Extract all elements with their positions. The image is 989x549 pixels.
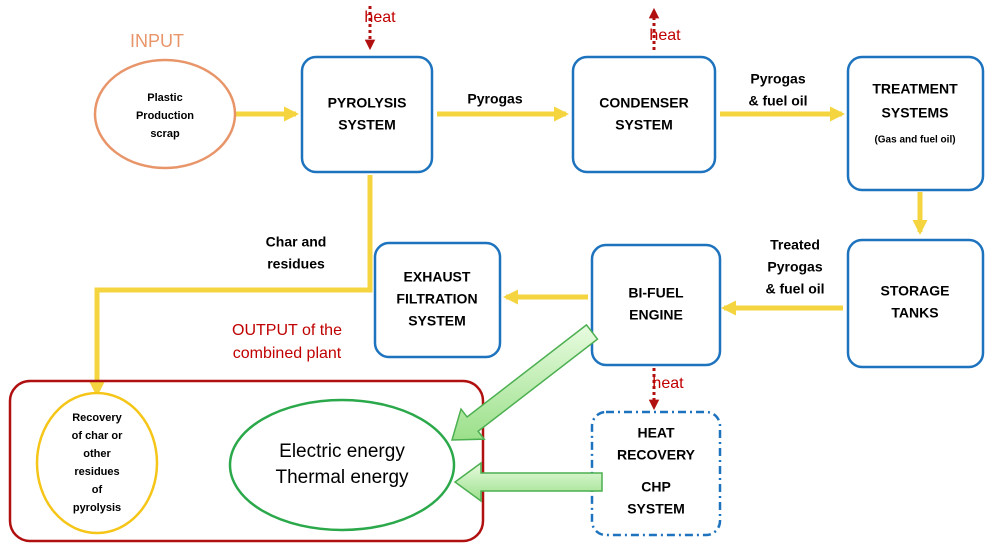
block-arrow <box>453 461 603 503</box>
node-label: TREATMENT <box>872 81 958 97</box>
node-label: SYSTEM <box>627 501 685 517</box>
node-label: pyrolysis <box>73 502 121 514</box>
node-label: EXHAUST <box>404 269 471 285</box>
node-label: SYSTEM <box>408 313 466 329</box>
node-label: Production <box>136 110 194 122</box>
block-arrow <box>450 323 599 441</box>
flow-label: Treated <box>770 237 820 253</box>
node-label: SYSTEMS <box>882 105 949 121</box>
flow-label: Pyrogas <box>767 259 822 275</box>
node-label: PYROLYSIS <box>328 95 407 111</box>
node-label: CONDENSER <box>599 95 688 111</box>
node-label: ENGINE <box>629 307 683 323</box>
node-label: Recovery <box>72 412 122 424</box>
node-label: (Gas and fuel oil) <box>874 135 955 146</box>
node-label: other <box>83 448 111 460</box>
node-label: SYSTEM <box>338 117 396 133</box>
node-label: FILTRATION <box>396 291 477 307</box>
node-label: STORAGE <box>881 283 950 299</box>
node-label: RECOVERY <box>617 447 696 463</box>
node-label: BI-FUEL <box>628 285 684 301</box>
energy-arrows <box>450 323 603 503</box>
heat-label: heat <box>364 9 396 26</box>
heat-label: heat <box>649 27 681 44</box>
flow-label: residues <box>267 256 325 272</box>
output-label: combined plant <box>233 345 342 362</box>
flow-label: & fuel oil <box>765 281 824 297</box>
node-label: Thermal energy <box>275 467 409 488</box>
node-label: CHP <box>641 479 671 495</box>
flow-label: Pyrogas <box>467 91 522 107</box>
node-label: Plastic <box>147 92 182 104</box>
flow-arrows <box>89 106 928 397</box>
heat-label: heat <box>652 375 684 392</box>
node-label: SYSTEM <box>615 117 673 133</box>
flow-label: & fuel oil <box>748 93 807 109</box>
flow-label: Char and <box>266 234 327 250</box>
input-label: INPUT <box>130 31 184 51</box>
flow-label: Pyrogas <box>750 71 805 87</box>
heat-arrows <box>364 6 660 411</box>
node-label: scrap <box>150 128 180 140</box>
node-label: of char or <box>72 430 123 442</box>
node-label: TANKS <box>891 305 938 321</box>
node-label: of <box>92 484 103 496</box>
node-label: Electric energy <box>279 441 405 462</box>
shapes <box>8 55 985 543</box>
node-label: residues <box>74 466 119 478</box>
node-label: HEAT <box>637 425 675 441</box>
output-label: OUTPUT of the <box>232 322 342 339</box>
